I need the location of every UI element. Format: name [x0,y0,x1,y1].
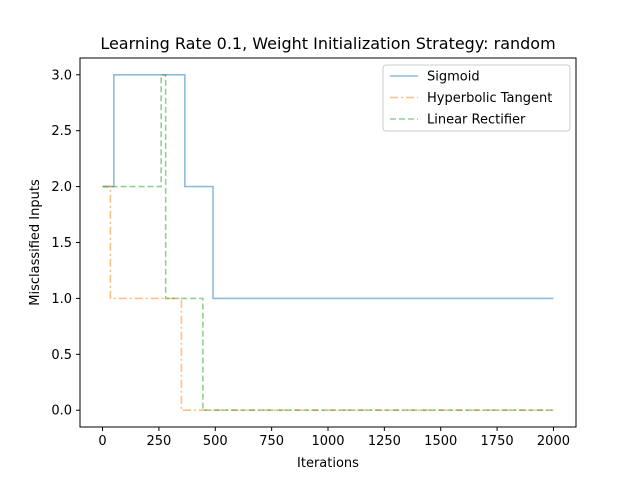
x-tick-label: 1750 [481,434,514,449]
x-tick-label: 250 [146,434,171,449]
x-tick-label: 1000 [311,434,344,449]
x-tick-label: 500 [203,434,228,449]
legend-label: Linear Rectifier [427,113,526,128]
chart-title: Learning Rate 0.1, Weight Initialization… [100,34,555,53]
y-tick-label: 0.5 [51,348,72,363]
series-line-0 [102,73,554,300]
legend-box [382,64,571,132]
y-tick-label: 1.0 [51,292,72,307]
y-tick-label: 1.5 [51,236,72,251]
x-tick-label: 1250 [368,434,401,449]
legend-label: Hyperbolic Tangent [427,91,552,106]
series-line-2 [102,73,554,412]
y-tick-label: 2.5 [51,124,72,139]
x-tick-label: 750 [259,434,284,449]
x-tick-label: 2000 [537,434,570,449]
y-tick-label: 0.0 [51,404,72,419]
legend: Sigmoid Hyperbolic Tangent Linear Rectifie… [382,64,571,132]
x-tick-label: 0 [98,434,106,449]
y-axis: 0.0 0.5 1.0 1.5 2.0 2.5 3.0 [51,68,80,419]
y-tick-label: 2.0 [51,180,72,195]
series-layer [102,73,554,412]
x-axis: 0 250 500 750 1000 1250 1500 1750 2000 [98,427,570,449]
y-tick-label: 3.0 [51,68,72,83]
x-tick-label: 1500 [424,434,457,449]
y-axis-label: Misclassified Inputs [28,179,43,306]
x-axis-label: Iterations [297,456,359,471]
legend-label: Sigmoid [427,70,480,85]
